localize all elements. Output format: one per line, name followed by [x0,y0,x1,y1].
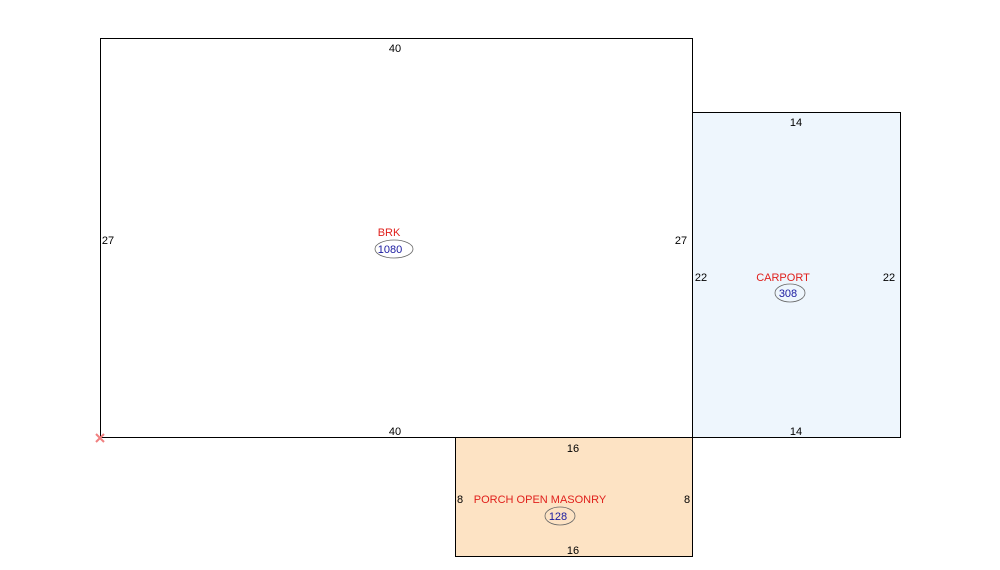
area-oval [774,283,806,303]
dimension: 27 [675,235,687,247]
area-shape [455,437,693,557]
area-carport: 14 14 22 22 CARPORT 308 [692,112,901,438]
dimension: 14 [790,117,802,129]
area-shape [692,112,901,438]
area-oval [544,506,576,526]
area-value: 308 [779,288,797,300]
dimension: 22 [883,272,895,284]
area-porch: 16 16 8 8 PORCH OPEN MASONRY 128 [455,437,693,557]
area-oval [374,239,414,259]
area-brk: 40 40 27 27 BRK 1080 [100,38,693,438]
area-label: CARPORT [756,272,810,284]
area-label: BRK [378,227,401,239]
dimension: 8 [457,494,463,506]
dimension: 40 [389,43,401,55]
dimension: 8 [684,494,690,506]
area-shape [100,38,693,438]
dimension: 14 [790,426,802,438]
area-value: 128 [549,511,567,523]
dimension: 40 [389,426,401,438]
dimension: 16 [567,443,579,455]
area-value: 1080 [378,244,402,256]
dimension: 27 [102,235,114,247]
origin-marker [95,433,105,443]
area-label: PORCH OPEN MASONRY [474,494,607,506]
dimension: 22 [695,272,707,284]
dimension: 16 [567,545,579,557]
